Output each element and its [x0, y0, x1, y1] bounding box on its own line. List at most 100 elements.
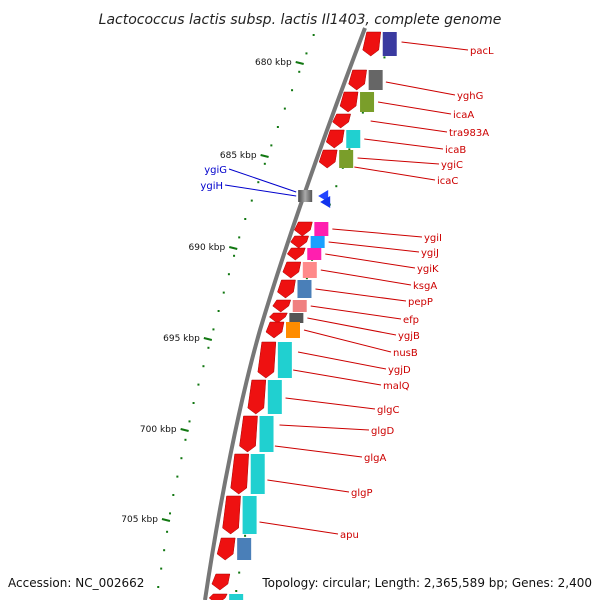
cds-arrow — [216, 537, 236, 561]
cds-arrow — [339, 91, 359, 113]
scale-tick-minor — [222, 291, 225, 294]
label-leader-line — [332, 228, 423, 238]
scale-tick-minor — [233, 254, 236, 257]
gene-annotation-box — [250, 454, 265, 494]
cds-arrow — [268, 312, 288, 324]
gene-label: glgA — [364, 453, 386, 464]
label-leader-line — [224, 184, 297, 197]
gene-annotation-box — [360, 92, 375, 112]
scale-tick-minor — [348, 148, 351, 151]
gene-label: ksgA — [413, 281, 437, 292]
gene-annotation-box — [229, 594, 244, 600]
scale-tick-minor — [207, 346, 210, 349]
cds-arrow — [348, 69, 367, 91]
cds-arrow — [277, 279, 296, 299]
gene-label: icaA — [453, 110, 474, 121]
cds-arrow — [222, 495, 241, 535]
gene-label: tra983A — [449, 128, 489, 139]
label-leader-line — [357, 157, 440, 165]
gene-annotation-box — [307, 248, 322, 260]
gene-label: ygiJ — [421, 248, 439, 259]
scale-tick-major — [161, 518, 171, 522]
gene-label: icaB — [445, 145, 466, 156]
scale-tick-major — [228, 246, 238, 250]
gene-annotation-box — [259, 416, 274, 452]
topology-text: Topology: circular; Length: 2,365,589 bp… — [261, 576, 592, 590]
label-leader-line — [377, 101, 452, 115]
gene-label: malQ — [383, 381, 410, 392]
scale-tick-minor — [383, 56, 386, 59]
cds-arrow — [294, 221, 313, 237]
label-leader-line — [303, 329, 392, 353]
gene-label: glgD — [371, 426, 394, 437]
label-leader-line — [293, 369, 382, 386]
cds-arrow — [208, 593, 228, 600]
scale-tick-major — [295, 61, 304, 65]
label-leader-line — [267, 479, 350, 493]
gene-label: glgC — [377, 405, 399, 416]
cds-arrow — [286, 247, 306, 261]
gene-label: nusB — [393, 348, 418, 359]
label-leader-line — [320, 269, 412, 286]
gene-label: efp — [403, 315, 419, 326]
label-leader-line — [328, 241, 420, 253]
gene-annotation-box — [292, 300, 307, 312]
scale-tick-minor — [197, 383, 200, 386]
scale-tick-minor — [305, 52, 308, 55]
accession-text: Accession: NC_002662 — [8, 576, 144, 590]
scale-tick-minor — [257, 181, 260, 184]
feature-track — [208, 31, 397, 600]
gene-annotation-box — [289, 313, 304, 323]
scale-tick-minor — [202, 365, 205, 368]
scale-label: 690 kbp — [189, 243, 226, 253]
gene-annotation-box — [346, 130, 361, 148]
label-leader-line — [354, 166, 436, 181]
scale-label: 695 kbp — [163, 334, 200, 344]
scale-label: 680 kbp — [255, 58, 292, 68]
scale-tick-minor — [176, 475, 179, 478]
gene-annotation-box — [267, 380, 282, 414]
cds-arrow — [318, 149, 338, 169]
scale-tick-minor — [291, 89, 294, 92]
gene-label: pacL — [470, 46, 494, 57]
scale-tick-minor — [180, 457, 183, 460]
scale-tick-major — [180, 428, 189, 432]
label-leader-line — [315, 288, 407, 302]
cds-arrow — [362, 31, 382, 57]
label-leader-line — [274, 445, 363, 458]
scale-tick-minor — [169, 512, 172, 515]
cds-arrow — [257, 341, 277, 379]
scale-tick-minor — [305, 277, 308, 280]
scale-tick-minor — [212, 328, 215, 331]
scale-tick-minor — [192, 402, 195, 404]
scale-tick-minor — [276, 126, 279, 128]
gene-annotation-box — [297, 280, 312, 298]
cds-arrow — [230, 453, 249, 495]
scale-tick-minor — [238, 236, 241, 239]
label-leader-line — [364, 138, 444, 150]
scale-tick-minor — [298, 70, 301, 73]
scale-tick-minor — [184, 438, 187, 441]
scale-tick-minor — [361, 111, 364, 114]
gene-label: ygiG — [204, 165, 227, 176]
label-leader-line — [325, 253, 416, 269]
label-leader-line — [385, 81, 456, 96]
gene-label: ygiI — [424, 233, 442, 244]
scale-tick-minor — [270, 144, 273, 147]
gene-annotation-box — [298, 190, 313, 202]
label-leader-line — [310, 305, 402, 320]
scale-tick-minor — [312, 34, 315, 36]
scale-tick-minor — [157, 586, 160, 588]
gene-annotation-box — [339, 150, 354, 168]
cds-arrow — [247, 379, 267, 415]
gene-annotation-box — [242, 496, 257, 534]
gene-annotation-box — [314, 222, 329, 236]
scale-tick-minor — [263, 162, 266, 165]
gene-annotation-box — [302, 262, 317, 278]
scale-tick-minor — [238, 571, 241, 574]
gene-annotation-box — [368, 70, 383, 90]
gene-annotation-box — [286, 322, 300, 338]
gene-label: ygjB — [398, 331, 420, 342]
